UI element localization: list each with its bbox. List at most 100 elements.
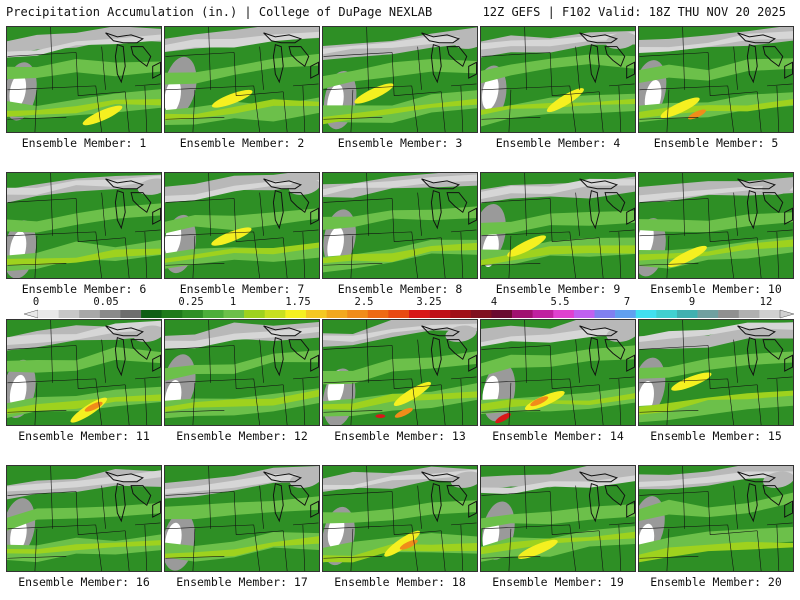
precip-map	[322, 465, 478, 572]
trace-precip-band	[639, 322, 793, 343]
header: Precipitation Accumulation (in.) | Colle…	[0, 0, 800, 24]
trace-precip-band	[165, 180, 319, 203]
colorbar-swatch	[326, 310, 348, 318]
heavier-precip-band	[323, 242, 477, 264]
heavy-precip-core	[517, 539, 558, 559]
heavy-precip-core	[384, 530, 421, 557]
moderate-precip-band	[7, 58, 161, 80]
state-borders	[165, 173, 319, 278]
colorbar-swatch	[676, 310, 698, 318]
heavy-precip-core	[671, 372, 712, 391]
ensemble-panel: Ensemble Member: 4	[480, 26, 636, 150]
great-lakes-outline	[105, 325, 161, 377]
ensemble-panel: Ensemble Member: 11	[6, 319, 162, 443]
trace-precip-band	[323, 36, 477, 55]
colorbar-swatch	[409, 310, 430, 318]
great-lakes-outline	[421, 325, 477, 377]
great-lakes-outline	[105, 32, 161, 84]
colorbar-swatch	[305, 310, 327, 318]
heavier-precip-band	[165, 242, 319, 263]
great-lakes-outline	[579, 471, 635, 523]
trace-precip-band	[323, 174, 477, 196]
colorbar-swatch	[141, 310, 162, 318]
light-precip-band	[7, 27, 161, 54]
moderate-precip-band	[481, 504, 635, 529]
light-precip-region	[606, 325, 635, 342]
ensemble-panel: Ensemble Member: 15	[638, 319, 794, 443]
extreme-precip-core	[375, 414, 386, 419]
state-borders	[481, 27, 635, 132]
great-lakes-outline	[263, 32, 319, 84]
colorbar-swatch	[285, 310, 307, 318]
trace-precip-band	[481, 475, 635, 495]
colorbar-tick-label: 4	[490, 296, 498, 308]
light-precip-region	[605, 32, 635, 49]
colorbar-swatch	[573, 310, 595, 318]
colorbar-tick-label: 9	[688, 296, 696, 308]
moderate-precip-band	[323, 206, 477, 230]
member-label: Ensemble Member: 18	[334, 575, 466, 589]
state-borders	[323, 320, 477, 425]
precip-map	[6, 465, 162, 572]
heavy-precip-core	[354, 83, 394, 104]
colorbar-swatch	[718, 310, 740, 318]
precip-map	[480, 319, 636, 426]
ensemble-panel: Ensemble Member: 13	[322, 319, 478, 443]
colorbar-swatch	[79, 310, 101, 318]
moderate-precip-band	[481, 54, 635, 84]
state-borders	[7, 27, 161, 132]
state-borders	[323, 27, 477, 132]
light-precip-region	[763, 471, 793, 488]
member-label: Ensemble Member: 5	[653, 136, 779, 150]
heavy-precip-core	[668, 245, 707, 268]
member-label: Ensemble Member: 6	[21, 282, 147, 296]
moderate-precip-band	[7, 203, 161, 233]
ensemble-panel: Ensemble Member: 8	[322, 172, 478, 296]
state-borders	[165, 27, 319, 132]
member-label: Ensemble Member: 3	[337, 136, 463, 150]
colorbar-swatch	[429, 310, 451, 318]
member-label: Ensemble Member: 17	[176, 575, 308, 589]
precip-map	[164, 172, 320, 279]
great-lakes-outline	[105, 471, 161, 523]
colorbar-swatch	[347, 310, 369, 318]
colorbar-tick-label: 7	[623, 296, 631, 308]
trace-precip-band	[323, 469, 477, 490]
state-borders	[7, 173, 161, 278]
moderate-precip-band	[165, 496, 319, 520]
colorbar-swatch	[594, 310, 616, 318]
state-borders	[639, 320, 793, 425]
great-lakes-outline	[263, 178, 319, 230]
great-lakes-outline	[263, 325, 319, 377]
colorbar-swatch	[738, 310, 760, 318]
colorbar-swatch	[635, 310, 657, 318]
precip-map	[322, 172, 478, 279]
state-borders	[165, 466, 319, 571]
great-lakes-outline	[737, 325, 793, 377]
member-label: Ensemble Member: 2	[179, 136, 305, 150]
great-lakes-outline	[579, 325, 635, 377]
colorbar-swatch	[182, 310, 204, 318]
colorbar-tick-label: 2.5	[354, 296, 374, 308]
ensemble-panel: Ensemble Member: 19	[480, 465, 636, 589]
very-heavy-precip-core	[399, 539, 418, 550]
moderate-precip-band	[7, 347, 161, 373]
state-borders	[481, 320, 635, 425]
member-label: Ensemble Member: 7	[179, 282, 305, 296]
member-label: Ensemble Member: 20	[650, 575, 782, 589]
great-lakes-outline	[263, 471, 319, 523]
light-precip-region	[454, 32, 477, 49]
colorbar-swatch	[532, 310, 554, 318]
state-borders	[165, 320, 319, 425]
state-borders	[323, 466, 477, 571]
colorbar-swatch	[615, 310, 637, 318]
moderate-precip-band	[639, 212, 793, 233]
colorbar-swatch	[470, 310, 492, 318]
colorbar-tick-label: 1.75	[285, 296, 311, 308]
moderate-precip-band	[165, 350, 319, 381]
colorbar-swatch	[58, 310, 80, 318]
trace-precip-band	[165, 474, 319, 494]
heavier-precip-band	[481, 531, 635, 555]
great-lakes-outline	[737, 178, 793, 230]
member-label: Ensemble Member: 11	[18, 429, 150, 443]
